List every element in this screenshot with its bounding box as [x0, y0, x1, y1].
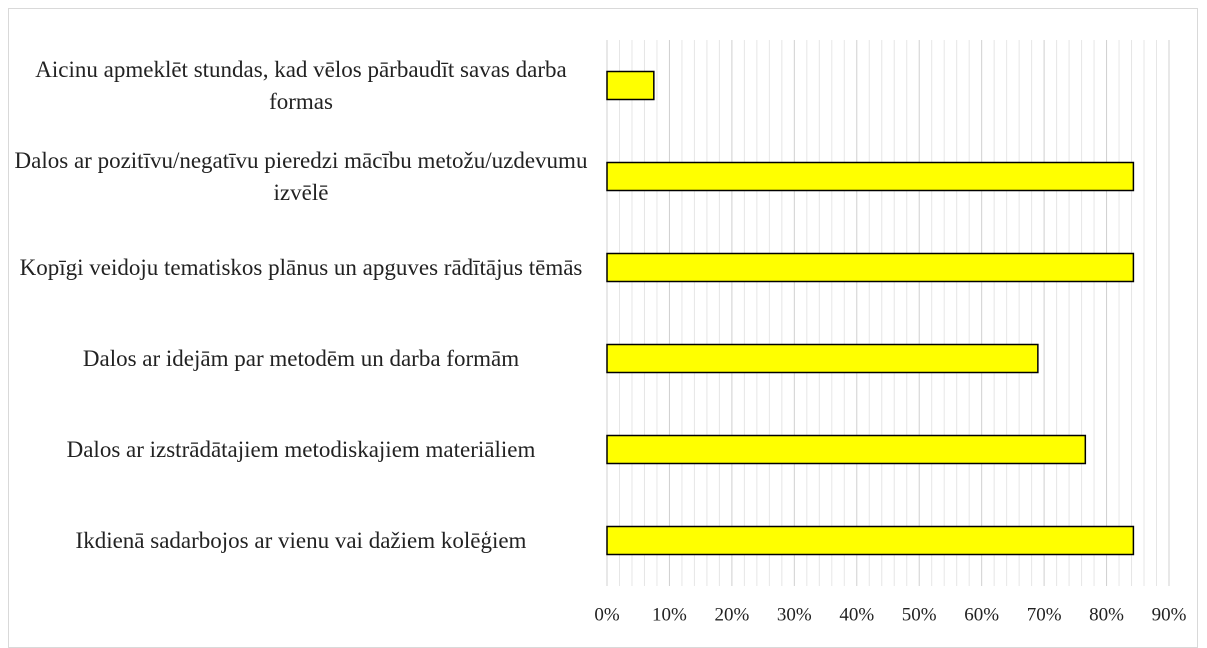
- category-label: Dalos ar izstrādātajiem metodiskajiem ma…: [66, 436, 536, 462]
- bar: [606, 252, 1135, 283]
- category-label: Ikdienā sadarbojos ar vienu vai dažiem k…: [75, 527, 527, 553]
- category-label: Aicinu apmeklēt stundas, kad vēlos pārba…: [35, 56, 567, 114]
- bar: [606, 343, 1039, 374]
- x-tick-label: 50%: [902, 604, 937, 625]
- bar: [606, 434, 1087, 465]
- x-tick-label: 90%: [1152, 604, 1187, 625]
- x-tick-label: 30%: [777, 604, 812, 625]
- x-tick-label: 60%: [964, 604, 999, 625]
- x-tick-label: 20%: [714, 604, 749, 625]
- x-tick-label: 80%: [1089, 604, 1124, 625]
- x-tick-label: 40%: [839, 604, 874, 625]
- x-tick-label: 70%: [1027, 604, 1062, 625]
- x-tick-label: 10%: [652, 604, 687, 625]
- bar: [606, 525, 1135, 556]
- x-tick-label: 0%: [594, 604, 620, 625]
- category-label: Dalos ar idejām par metodēm un darba for…: [82, 345, 520, 371]
- category-label: Dalos ar pozitīvu/negatīvu pieredzi mācī…: [14, 147, 588, 205]
- bar: [606, 161, 1135, 192]
- category-label: Kopīgi veidoju tematiskos plānus un apgu…: [19, 254, 583, 280]
- bar: [606, 70, 655, 101]
